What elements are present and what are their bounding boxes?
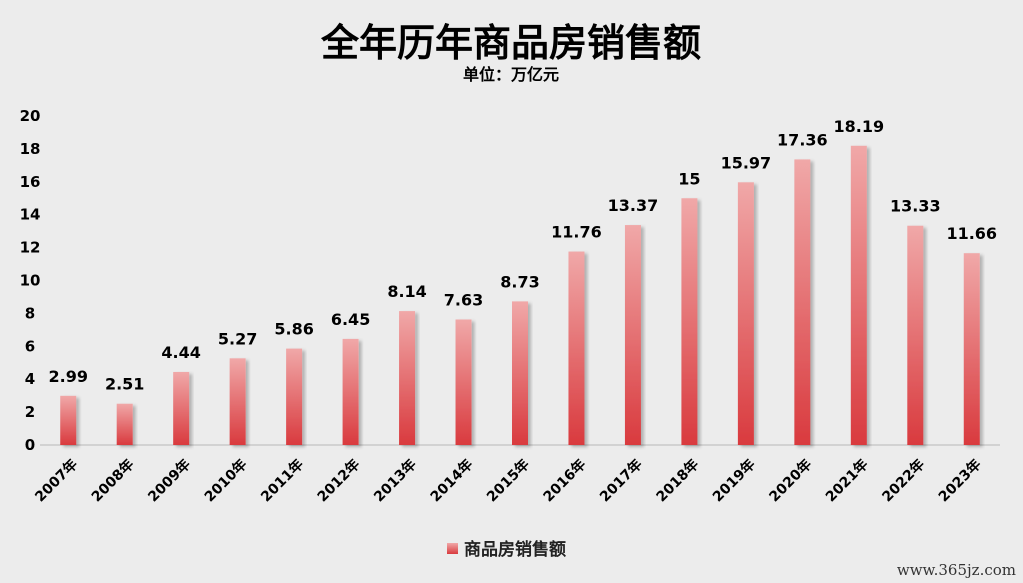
- data-label: 5.86: [274, 320, 313, 339]
- data-label: 8.14: [387, 282, 426, 301]
- bar: [568, 251, 585, 445]
- data-label: 15.97: [721, 153, 772, 172]
- data-label: 15: [678, 169, 700, 188]
- data-label: 4.44: [161, 343, 200, 362]
- data-label: 13.37: [608, 196, 659, 215]
- y-tick-label: 18: [20, 140, 41, 158]
- bar: [850, 145, 867, 445]
- bar: [907, 225, 924, 445]
- data-label: 6.45: [331, 310, 370, 329]
- chart-subtitle: 单位：万亿元: [463, 65, 559, 84]
- data-label: 2.99: [48, 367, 87, 386]
- bars: 2.99 2.51 4.44 5.27 5.86 6.45 8.14 7.63 8.73 11.7…: [48, 117, 997, 446]
- data-label: 8.73: [500, 272, 539, 291]
- bar: [963, 253, 980, 445]
- bar: [399, 311, 416, 445]
- data-label: 11.76: [551, 223, 602, 242]
- y-tick-label: 4: [25, 370, 35, 388]
- bar: [173, 371, 190, 445]
- bar: [60, 395, 77, 445]
- bar: [512, 301, 528, 445]
- bar: [286, 348, 303, 445]
- bar: [794, 159, 811, 446]
- y-tick-label: 0: [25, 436, 35, 454]
- y-tick-label: 10: [20, 272, 41, 290]
- data-label: 17.36: [777, 130, 828, 149]
- y-tick-label: 2: [25, 403, 35, 421]
- chart-title: 全年历年商品房销售额: [320, 21, 701, 65]
- watermark: www.365jz.com: [897, 561, 1016, 579]
- bar: [624, 225, 641, 445]
- data-label: 13.33: [890, 197, 941, 216]
- y-tick-label: 14: [20, 206, 41, 224]
- bar: [342, 338, 359, 445]
- y-tick-label: 16: [20, 173, 41, 191]
- data-label: 2.51: [105, 375, 144, 394]
- legend: 商品房销售额: [447, 539, 566, 560]
- y-tick-label: 6: [25, 337, 35, 355]
- bar: [455, 319, 472, 445]
- data-label: 11.66: [946, 224, 997, 243]
- y-tick-label: 8: [25, 304, 35, 322]
- y-tick-label: 20: [20, 107, 41, 125]
- data-label: 7.63: [444, 290, 483, 309]
- bar: [737, 182, 754, 445]
- bar: [229, 358, 246, 445]
- legend-label: 商品房销售额: [464, 539, 566, 560]
- bar: [681, 198, 698, 445]
- data-label: 18.19: [834, 117, 885, 136]
- y-axis: 0 2 4 6 8 10 12 14 16 18 20: [20, 107, 41, 454]
- data-label: 5.27: [218, 329, 257, 348]
- legend-swatch: [447, 543, 458, 554]
- bar: [116, 403, 133, 445]
- y-tick-label: 12: [20, 239, 41, 257]
